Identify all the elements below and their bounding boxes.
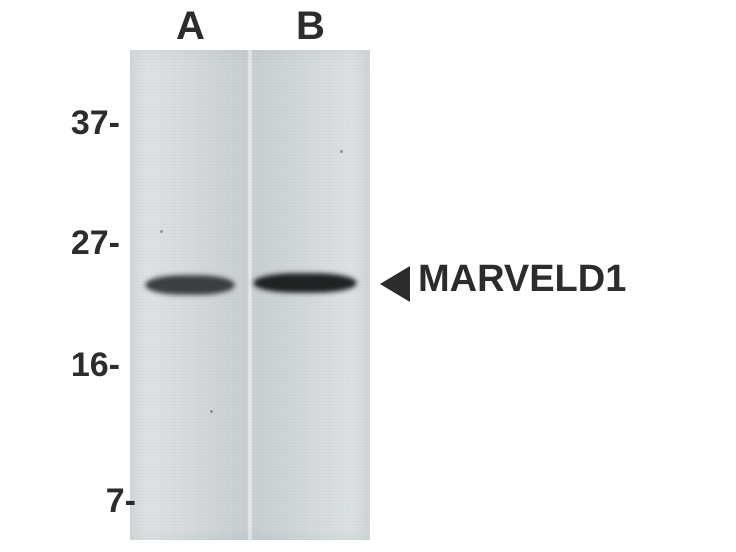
- protein-label: MARVELD1: [418, 258, 626, 301]
- arrowhead-left-icon: [380, 266, 410, 302]
- band-lane-b: [254, 274, 356, 292]
- speck: [210, 410, 213, 413]
- lane-label-b: B: [296, 4, 325, 49]
- marker-16: 16-: [50, 346, 120, 385]
- band-lane-a: [146, 276, 234, 294]
- marker-27: 27-: [50, 224, 120, 263]
- blot-figure: A B 37- 27- 16- 7- MARVELD1: [0, 0, 736, 552]
- blot-membrane: [130, 50, 370, 540]
- speck: [340, 150, 343, 153]
- lane-divider: [247, 50, 253, 540]
- speck: [160, 230, 163, 233]
- marker-37: 37-: [50, 104, 120, 143]
- lane-label-a: A: [176, 4, 205, 49]
- annotation-arrow: [380, 266, 410, 302]
- marker-7: 7-: [66, 482, 136, 521]
